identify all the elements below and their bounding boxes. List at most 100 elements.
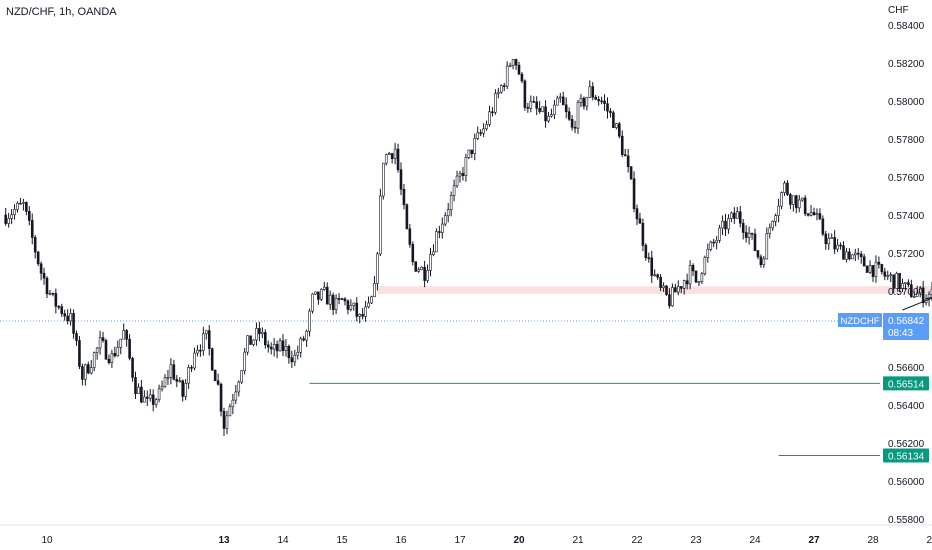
x-tick-label: 21 xyxy=(572,535,584,546)
candle-body xyxy=(184,382,187,397)
y-tick-label: 0.56400 xyxy=(888,401,925,412)
candle-body xyxy=(541,106,544,112)
candle-body xyxy=(384,154,388,164)
candle xyxy=(550,108,553,118)
candle xyxy=(859,251,863,264)
candle xyxy=(706,243,710,263)
candle xyxy=(225,410,229,435)
candle-body xyxy=(535,101,539,109)
candle xyxy=(620,130,624,157)
x-tick-label: 27 xyxy=(808,535,820,546)
candle xyxy=(387,151,391,156)
candle xyxy=(266,340,270,353)
candle xyxy=(190,365,193,373)
candle-body xyxy=(641,223,645,246)
candle-body xyxy=(715,240,718,244)
candle-body xyxy=(665,285,668,295)
candle-body xyxy=(249,335,252,345)
candle-body xyxy=(895,272,898,289)
candle xyxy=(497,87,500,99)
candle-body xyxy=(328,294,332,305)
candle xyxy=(564,97,568,119)
candle xyxy=(272,337,276,357)
candle xyxy=(585,97,589,111)
candle xyxy=(892,274,895,294)
candle xyxy=(544,100,547,128)
candle xyxy=(458,170,462,183)
candle-body xyxy=(703,257,707,275)
candle-body xyxy=(561,96,565,106)
candle-body xyxy=(750,232,754,235)
candle-body xyxy=(81,366,84,380)
candle xyxy=(157,384,161,403)
drawings-layer[interactable] xyxy=(902,276,932,455)
candle-body xyxy=(499,85,503,93)
x-axis[interactable]: 101314151617202122232427282930 xyxy=(41,535,932,546)
candle-body xyxy=(66,315,69,322)
x-tick-label: 28 xyxy=(867,535,879,546)
candle-body xyxy=(98,337,102,349)
candle xyxy=(163,374,167,388)
candle xyxy=(134,371,137,399)
candle-body xyxy=(617,123,621,137)
x-tick-label: 20 xyxy=(513,535,525,546)
candle-body xyxy=(157,388,161,400)
candle-body xyxy=(800,197,804,201)
candle-body xyxy=(491,111,494,114)
candle xyxy=(898,272,901,293)
candle xyxy=(470,149,474,159)
y-axis[interactable]: 0.58400 0.58200 0.58000 0.57800 0.57600 0.574… xyxy=(888,21,925,526)
candle xyxy=(479,129,482,137)
candle-body xyxy=(674,287,677,293)
candle-body xyxy=(36,251,40,265)
candle xyxy=(780,191,783,210)
candle xyxy=(455,170,459,188)
candle xyxy=(762,255,766,268)
candle-body xyxy=(753,233,757,251)
candle xyxy=(278,338,282,352)
candle-body xyxy=(452,185,456,196)
candle xyxy=(839,242,842,250)
candle xyxy=(210,347,214,371)
candle xyxy=(535,96,539,116)
candle-body xyxy=(420,266,423,271)
candle-body xyxy=(488,111,491,125)
candle-body xyxy=(550,114,553,117)
candle-body xyxy=(523,80,527,108)
candle xyxy=(249,335,252,345)
candle xyxy=(880,263,884,275)
candle xyxy=(405,203,409,230)
candle xyxy=(440,217,444,239)
candle-body xyxy=(721,220,724,229)
candle-body xyxy=(275,343,279,352)
candle xyxy=(60,303,64,317)
candle xyxy=(744,225,748,243)
candle-body xyxy=(859,253,863,258)
candle xyxy=(576,100,580,134)
wedge-lower-line[interactable] xyxy=(902,291,932,311)
candle-body xyxy=(839,244,842,247)
candle-body xyxy=(497,91,500,94)
candle-body xyxy=(278,340,282,352)
candle-body xyxy=(656,274,659,278)
candle-body xyxy=(63,313,67,317)
candle xyxy=(381,162,385,200)
candle-body xyxy=(724,220,727,230)
candle-body xyxy=(505,65,509,87)
candle xyxy=(656,273,659,280)
candle-body xyxy=(889,274,893,277)
candles-layer xyxy=(4,58,932,436)
candle xyxy=(511,58,515,70)
candle-body xyxy=(216,380,220,385)
candle xyxy=(650,250,654,284)
candle xyxy=(361,308,364,320)
candle-body xyxy=(733,212,736,219)
candle xyxy=(331,292,335,316)
candle-body xyxy=(567,111,571,120)
candle xyxy=(617,121,621,139)
candle xyxy=(160,380,164,392)
candle xyxy=(346,299,350,315)
candle-body xyxy=(865,265,869,273)
candle xyxy=(243,347,246,375)
